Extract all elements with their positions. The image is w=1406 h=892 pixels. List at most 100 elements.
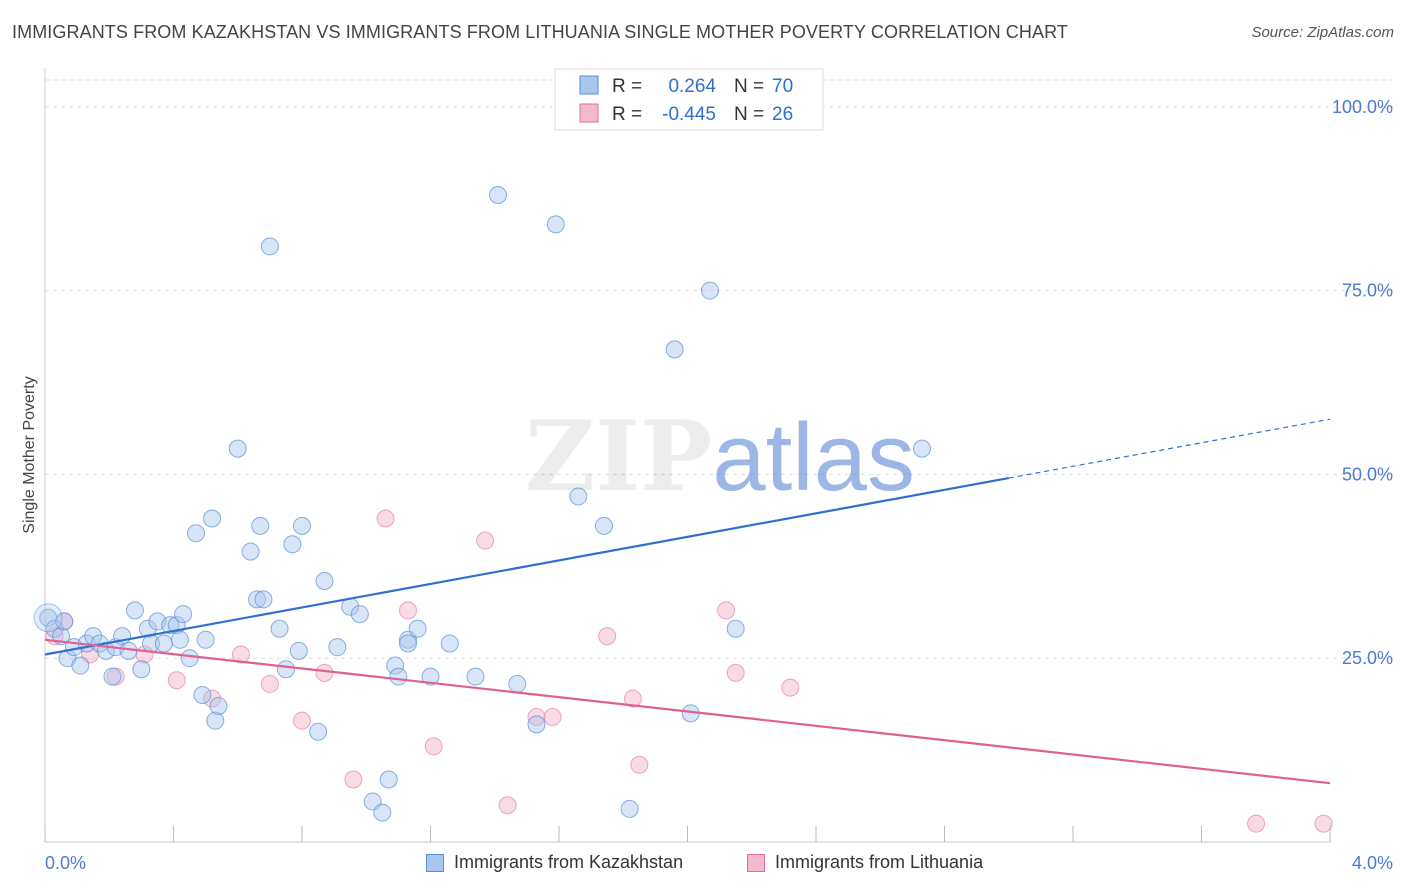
data-point-kazakhstan (913, 439, 932, 458)
data-point-lithuania (543, 708, 562, 727)
legend-swatch-kazakhstan (579, 75, 599, 95)
data-point-cluster (33, 603, 63, 633)
legend-swatch-lithuania (747, 853, 765, 872)
data-point-kazakhstan (186, 524, 205, 543)
legend-bottom: Immigrants from Kazakhstan Immigrants fr… (0, 852, 1406, 878)
data-point-kazakhstan (193, 685, 212, 704)
data-point-kazakhstan (206, 711, 225, 730)
data-point-kazakhstan (527, 715, 546, 734)
data-point-kazakhstan (125, 601, 144, 620)
trend-lines (44, 418, 1331, 785)
legend-r-value-2: -0.445 (662, 104, 716, 125)
data-point-kazakhstan (665, 340, 684, 359)
y-tick-label: 100.0% (1332, 97, 1393, 117)
data-point-lithuania (1314, 814, 1333, 833)
data-point-kazakhstan (203, 509, 222, 528)
data-point-kazakhstan (209, 696, 228, 715)
data-point-kazakhstan (315, 571, 334, 590)
legend-n-value-1: 70 (772, 76, 793, 97)
data-point-lithuania (167, 671, 186, 690)
data-point-kazakhstan (154, 634, 173, 653)
legend-n-value-2: 26 (772, 104, 793, 125)
data-point-lithuania (203, 689, 222, 708)
data-point-kazakhstan (174, 605, 193, 624)
data-point-lithuania (344, 770, 363, 789)
data-point-kazakhstan (386, 656, 405, 675)
legend-swatch-lithuania (579, 103, 599, 123)
data-point-lithuania (630, 755, 649, 774)
data-point-kazakhstan (260, 237, 279, 256)
data-point-lithuania (260, 674, 279, 693)
axes (44, 68, 1331, 843)
legend-r-label-1: R = (612, 76, 642, 97)
data-point-kazakhstan (309, 722, 328, 741)
data-point-kazakhstan (466, 667, 485, 686)
data-point-kazakhstan (248, 590, 267, 609)
legend-label-lithuania: Immigrants from Lithuania (775, 852, 984, 872)
legend-r-label-2: R = (612, 104, 642, 125)
data-point-kazakhstan (270, 619, 289, 638)
data-point-kazakhstan (45, 619, 64, 638)
legend-n-label-2: N = (734, 104, 764, 125)
data-point-kazakhstan (488, 185, 507, 204)
y-tick-label: 25.0% (1342, 648, 1393, 668)
data-point-lithuania (781, 678, 800, 697)
watermark: ZIPatlas (525, 400, 915, 513)
series-lithuania-points (45, 509, 1333, 833)
y-tick-label: 50.0% (1342, 464, 1393, 484)
data-point-kazakhstan (71, 656, 90, 675)
data-point-lithuania (315, 663, 334, 682)
legend-r-value-1: 0.264 (668, 76, 716, 97)
data-point-kazakhstan (251, 516, 270, 535)
watermark-zip: ZIP (525, 400, 712, 513)
y-axis-label: Single Mother Poverty (21, 376, 38, 533)
data-point-lithuania (717, 601, 736, 620)
data-point-lithuania (1247, 814, 1266, 833)
data-point-lithuania (376, 509, 395, 528)
data-point-kazakhstan (421, 667, 440, 686)
data-point-kazakhstan (228, 439, 247, 458)
data-point-kazakhstan (161, 616, 180, 635)
data-point-kazakhstan (289, 641, 308, 660)
data-point-kazakhstan (138, 619, 157, 638)
data-point-kazakhstan (254, 590, 273, 609)
legend-item-kazakhstan: Immigrants from Kazakhstan (426, 852, 683, 873)
data-point-kazakhstan (283, 535, 302, 554)
data-point-kazakhstan (569, 487, 588, 506)
data-point-kazakhstan (546, 215, 565, 234)
data-point-kazakhstan (700, 281, 719, 300)
legend-top: R = 0.264 N = 70 R = -0.445 N = 26 (554, 68, 824, 131)
data-point-lithuania (424, 737, 443, 756)
data-point-kazakhstan (379, 770, 398, 789)
data-point-kazakhstan (440, 634, 459, 653)
data-point-kazakhstan (350, 605, 369, 624)
data-point-lithuania (598, 627, 617, 646)
tick-labels: 25.0% 50.0% 75.0% 100.0% 0.0% 4.0% (45, 97, 1393, 873)
data-point-kazakhstan (594, 516, 613, 535)
series-kazakhstan-points (33, 185, 932, 822)
data-point-kazakhstan (103, 667, 122, 686)
trend-line-kazakhstan-extension (1008, 418, 1331, 479)
legend-swatch-kazakhstan (426, 853, 444, 872)
x-tick-label: 0.0% (45, 853, 86, 873)
trend-line-kazakhstan (44, 476, 1009, 656)
legend-n-label-1: N = (734, 76, 764, 97)
data-point-lithuania (476, 531, 495, 550)
data-point-kazakhstan (132, 660, 151, 679)
data-point-kazakhstan (196, 630, 215, 649)
data-point-kazakhstan (276, 660, 295, 679)
data-point-kazakhstan (620, 799, 639, 818)
data-point-kazakhstan (170, 630, 189, 649)
data-point-kazakhstan (373, 803, 392, 822)
data-point-kazakhstan (389, 667, 408, 686)
data-point-lithuania (231, 645, 250, 664)
data-point-kazakhstan (241, 542, 260, 561)
chart-title: IMMIGRANTS FROM KAZAKHSTAN VS IMMIGRANTS… (12, 22, 1068, 42)
data-point-lithuania (293, 711, 311, 730)
data-point-lithuania (498, 796, 517, 815)
y-tick-label: 75.0% (1342, 281, 1393, 301)
data-point-lithuania (623, 689, 642, 708)
data-point-kazakhstan (180, 649, 199, 668)
data-point-kazakhstan (408, 619, 427, 638)
